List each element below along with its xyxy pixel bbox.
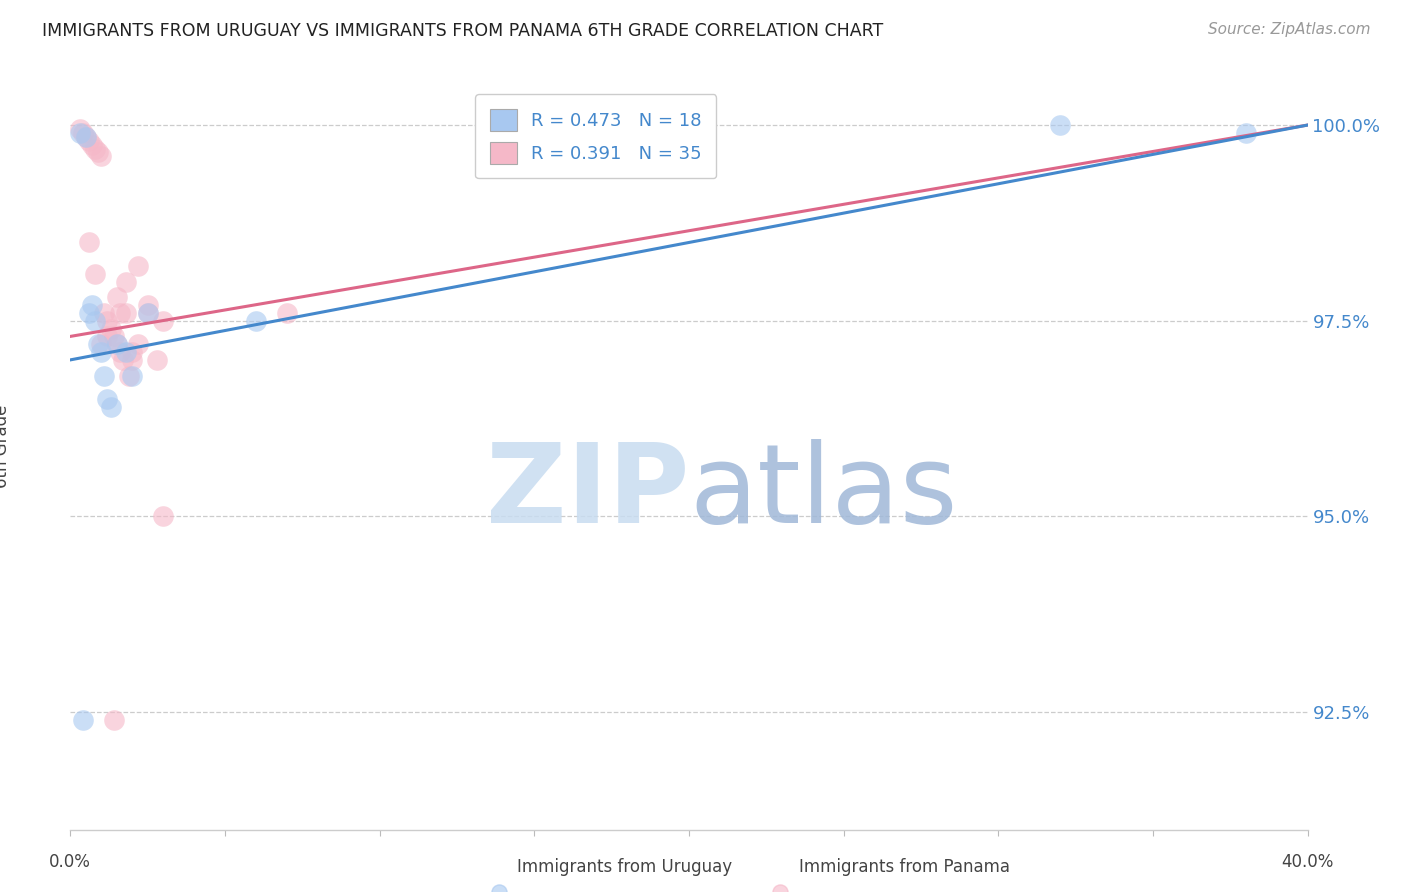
Point [100,321,122,335]
Point [84,267,107,281]
Point [136,306,159,320]
Point [69,122,91,136]
Point [115,275,138,289]
Point [121,345,143,359]
Text: 6th Grade: 6th Grade [0,404,11,488]
Text: 0.0%: 0.0% [49,853,91,871]
Point [84,142,107,156]
Point [245,314,267,328]
Point [75,129,97,144]
Point [118,368,141,383]
Point [127,259,149,273]
Point [136,306,159,320]
Point [115,345,138,359]
Point [108,306,131,320]
Point [90,337,112,351]
Point [77,134,100,148]
Point [1049,118,1071,132]
Point [72,126,94,140]
Point [100,400,122,414]
Point [96,329,118,343]
Point [121,368,143,383]
Point [276,306,298,320]
Point [108,345,131,359]
Point [80,298,103,312]
Legend: R = 0.473   N = 18, R = 0.391   N = 35: R = 0.473 N = 18, R = 0.391 N = 35 [475,95,716,178]
Point [93,306,115,320]
Point [75,129,97,144]
Point [115,306,138,320]
Point [146,352,169,367]
Point [103,713,125,727]
Text: 40.0%: 40.0% [1281,853,1334,871]
Point [1234,126,1257,140]
Text: ZIP: ZIP [485,439,689,546]
Point [152,314,174,328]
Text: Immigrants from Panama: Immigrants from Panama [799,858,1010,876]
Point [96,314,118,328]
Point [105,337,128,351]
Point [105,337,128,351]
Point [69,126,91,140]
Point [77,306,100,320]
Point [87,145,110,160]
Point [111,352,134,367]
Point [77,235,100,250]
Point [96,392,118,406]
Point [93,368,115,383]
Point [90,149,112,163]
Text: atlas: atlas [689,439,957,546]
Point [90,345,112,359]
Point [121,352,143,367]
Point [72,713,94,727]
Point [103,329,125,343]
Point [87,337,110,351]
Point [127,337,149,351]
Point [84,314,107,328]
Point [80,137,103,152]
Point [136,298,159,312]
Text: Immigrants from Uruguay: Immigrants from Uruguay [517,858,733,876]
Text: IMMIGRANTS FROM URUGUAY VS IMMIGRANTS FROM PANAMA 6TH GRADE CORRELATION CHART: IMMIGRANTS FROM URUGUAY VS IMMIGRANTS FR… [42,22,883,40]
Point [152,509,174,524]
Point [105,290,128,304]
Text: Source: ZipAtlas.com: Source: ZipAtlas.com [1208,22,1371,37]
